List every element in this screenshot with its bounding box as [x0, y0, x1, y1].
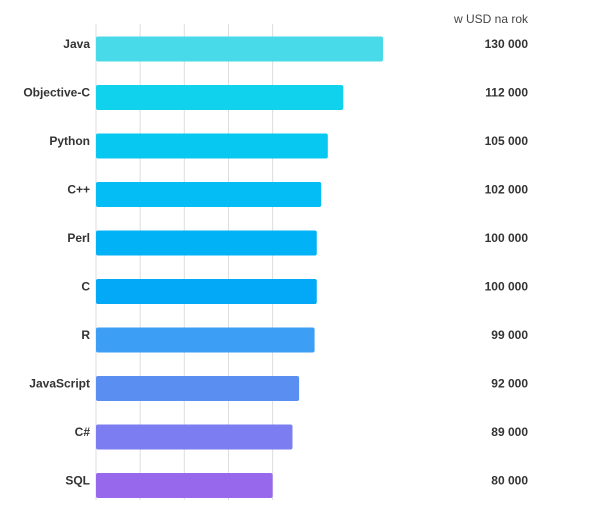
value-label: 112 000	[485, 86, 528, 100]
category-label: C	[81, 280, 90, 294]
value-label: 100 000	[485, 231, 529, 245]
bar-java	[96, 36, 383, 62]
gridlines	[95, 24, 274, 500]
bar-r	[96, 327, 315, 353]
value-label: 92 000	[491, 377, 528, 391]
value-label: 102 000	[485, 183, 529, 197]
category-label: Perl	[67, 231, 90, 245]
category-label: Java	[63, 37, 90, 51]
value-label: 80 000	[491, 474, 528, 488]
bar-perl	[96, 230, 317, 256]
bar-javascript	[96, 376, 300, 401]
bars	[96, 36, 383, 498]
bar-c	[96, 182, 322, 207]
value-label: 99 000	[491, 328, 528, 342]
value-label: 105 000	[485, 134, 529, 148]
value-label: 100 000	[485, 280, 529, 294]
category-label: JavaScript	[29, 377, 90, 391]
category-label: Objective-C	[23, 86, 90, 100]
bar-c	[96, 424, 293, 450]
bar-python	[96, 133, 328, 159]
bar-sql	[96, 473, 273, 498]
category-label: Python	[49, 134, 90, 148]
value-label: 130 000	[485, 37, 529, 51]
category-label: R	[81, 328, 90, 342]
value-label: 89 000	[491, 425, 528, 439]
category-label: C++	[67, 183, 90, 197]
bar-objective-c	[96, 85, 344, 110]
category-label: C#	[75, 425, 91, 439]
bar-c	[96, 279, 317, 304]
labels: Java 130 000 Objective-C 112 000 Python 105 0…	[23, 37, 528, 488]
category-label: SQL	[65, 474, 90, 488]
unit-label: w USD na rok	[453, 12, 528, 26]
